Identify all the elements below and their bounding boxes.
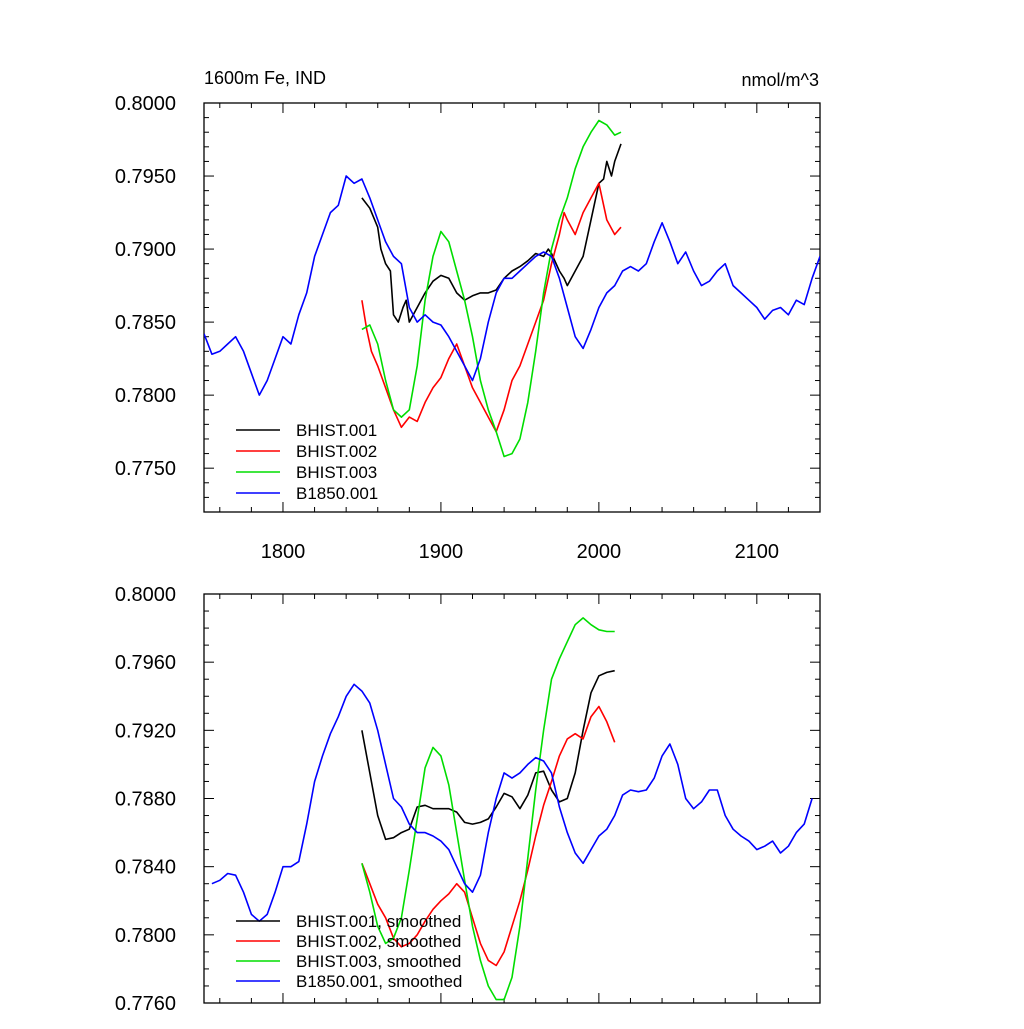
series-line-b1850-001	[204, 175, 820, 396]
y-tick-label: 0.7900	[115, 239, 176, 261]
y-tick-label: 0.7880	[115, 789, 176, 811]
y-tick-label: 0.7800	[115, 385, 176, 407]
x-tick-label: 1900	[419, 541, 464, 563]
y-tick-label: 0.7800	[115, 925, 176, 947]
y-tick-label: 0.8000	[115, 584, 176, 606]
panel-bottom: 0.7760 0.7800 0.7840 0.7880 0.7920 0.7960 0.80…	[115, 584, 821, 1015]
series-line-bhist-002-smoothed	[361, 705, 616, 967]
panel-top: 1800 1900 2000 2100 0.7750 0.7800 0.7850 0.7900…	[115, 93, 821, 563]
legend-label: BHIST.001	[296, 421, 377, 440]
series-line-bhist-003	[361, 119, 622, 458]
chart-units-label: nmol/m^3	[742, 70, 819, 90]
legend-label: BHIST.002, smoothed	[296, 932, 461, 951]
series-line-bhist-002	[361, 182, 622, 433]
series-line-bhist-003-smoothed	[361, 617, 615, 1001]
y-tick-label: 0.7850	[115, 312, 176, 334]
legend-label: B1850.001	[296, 484, 378, 503]
x-tick-label: 2100	[735, 541, 780, 563]
y-tick-label: 0.7760	[115, 993, 176, 1015]
y-tick-label: 0.8000	[115, 93, 176, 115]
chart-title: 1600m Fe, IND	[204, 68, 326, 88]
y-tick-label: 0.7840	[115, 857, 176, 879]
series-line-bhist-001	[361, 143, 622, 323]
legend-label: BHIST.003	[296, 463, 377, 482]
y-tick-label: 0.7750	[115, 458, 176, 480]
series-line-b1850-001-smoothed	[211, 683, 813, 923]
legend-label: B1850.001, smoothed	[296, 972, 462, 991]
legend-label: BHIST.001, smoothed	[296, 912, 461, 931]
legend-label: BHIST.002	[296, 442, 377, 461]
x-tick-label: 1800	[261, 541, 306, 563]
series-line-bhist-001-smoothed	[361, 669, 615, 841]
x-tick-label: 2000	[577, 541, 622, 563]
y-tick-label: 0.7920	[115, 720, 176, 742]
legend-label: BHIST.003, smoothed	[296, 952, 461, 971]
y-tick-label: 0.7950	[115, 166, 176, 188]
y-tick-label: 0.7960	[115, 652, 176, 674]
